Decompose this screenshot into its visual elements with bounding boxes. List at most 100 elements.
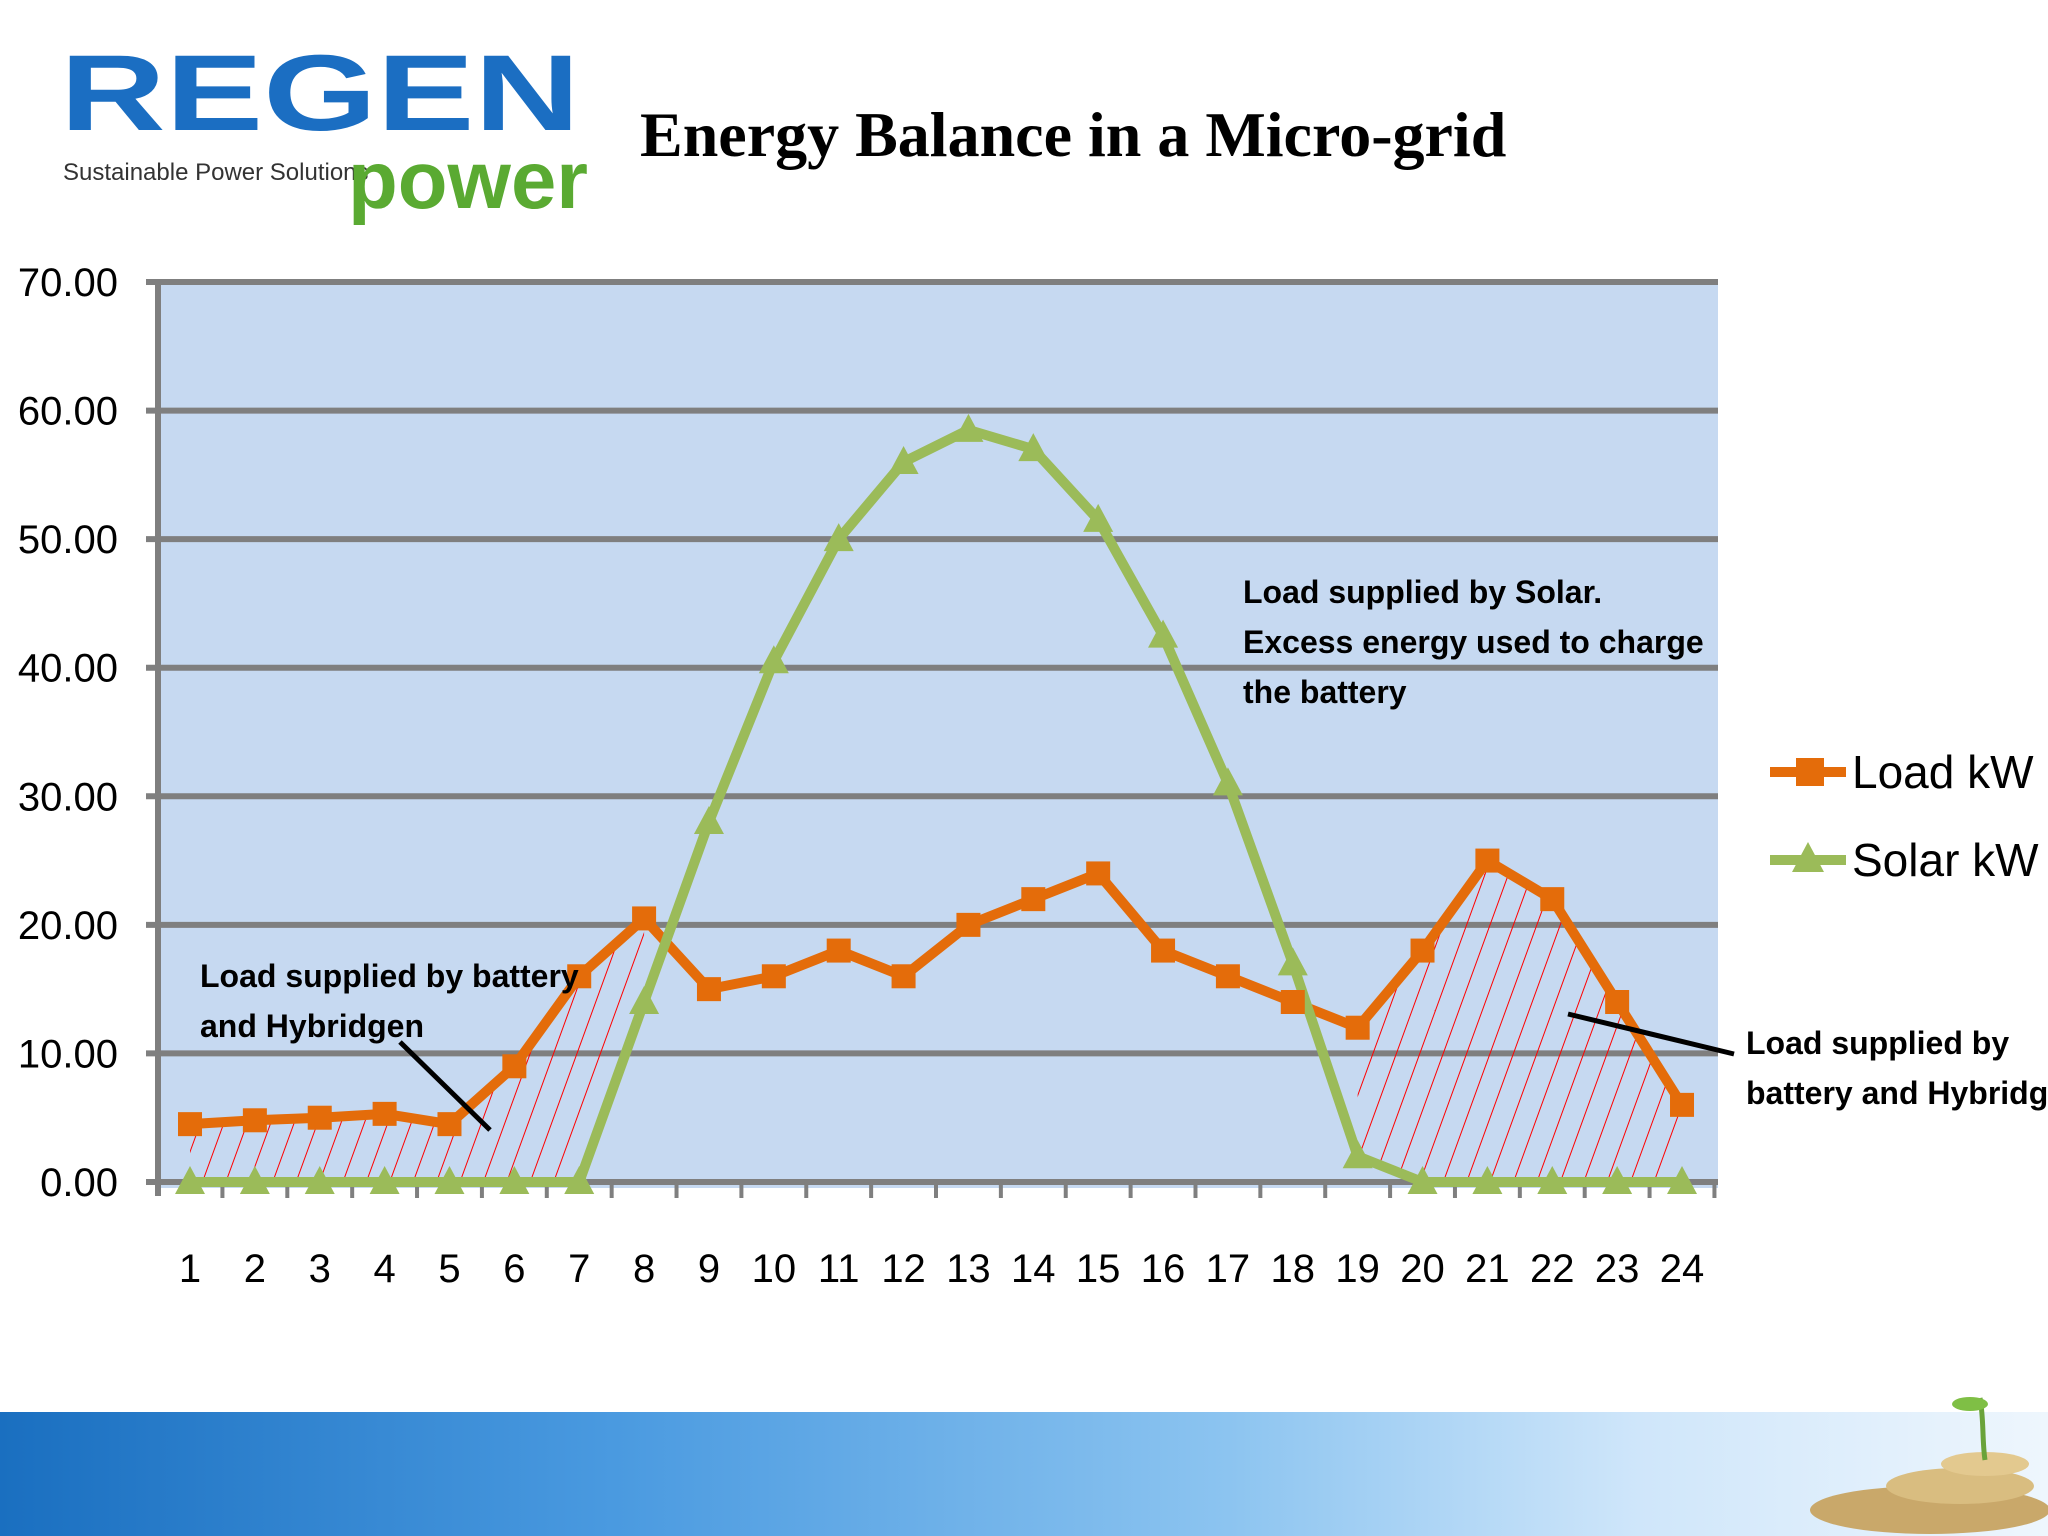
solar-point bbox=[1602, 1166, 1633, 1194]
annotation-right: battery and Hybridgen bbox=[1746, 1075, 2048, 1111]
x-tick-label: 12 bbox=[881, 1247, 926, 1291]
energy-balance-chart: 0.00 10.00 20.00 30.00 40.00 50.00 60.00 70.00 1… bbox=[18, 261, 2048, 1291]
load-point bbox=[826, 938, 851, 963]
x-tick-label: 5 bbox=[438, 1247, 460, 1291]
load-point bbox=[567, 964, 592, 989]
x-tick-label: 6 bbox=[503, 1247, 525, 1291]
annotation-left: and Hybridgen bbox=[200, 1008, 424, 1044]
load-point bbox=[307, 1105, 332, 1130]
load-point bbox=[1151, 938, 1176, 963]
load-point bbox=[1540, 887, 1565, 912]
annotation-left-pointer bbox=[398, 1040, 492, 1132]
x-tick-label: 14 bbox=[1011, 1247, 1056, 1291]
battery-hybridgen-region bbox=[1357, 860, 1683, 1182]
solar-point bbox=[304, 1166, 335, 1194]
solar-point bbox=[1537, 1166, 1568, 1194]
load-point bbox=[891, 964, 916, 989]
x-tick-label: 18 bbox=[1271, 1247, 1316, 1291]
load-point bbox=[1670, 1092, 1695, 1117]
solar-point bbox=[499, 1166, 530, 1194]
x-tick-label: 8 bbox=[633, 1247, 655, 1291]
load-point bbox=[502, 1054, 527, 1079]
load-point bbox=[632, 906, 657, 931]
y-tick-label: 30.00 bbox=[18, 775, 118, 819]
solar-point bbox=[693, 806, 724, 834]
legend-marker bbox=[1796, 758, 1824, 786]
load-point bbox=[696, 977, 721, 1002]
solar-point bbox=[1018, 433, 1049, 462]
annotation-left: Load supplied by battery bbox=[200, 958, 579, 994]
annotation-right: Load supplied by bbox=[1746, 1025, 2009, 1061]
load-point bbox=[437, 1112, 462, 1137]
solar-point bbox=[1212, 767, 1243, 796]
coins-plant-icon bbox=[1810, 1397, 2048, 1534]
x-tick-label: 7 bbox=[568, 1247, 590, 1291]
x-tick-label: 22 bbox=[1530, 1247, 1575, 1291]
solar-point bbox=[629, 986, 660, 1014]
load-point bbox=[1345, 1015, 1370, 1040]
solar-point bbox=[888, 446, 919, 474]
y-tick-label: 20.00 bbox=[18, 904, 118, 948]
load-point bbox=[178, 1112, 202, 1137]
x-tick-label: 16 bbox=[1141, 1247, 1186, 1291]
solar-point bbox=[1342, 1140, 1373, 1169]
solar-point bbox=[1083, 503, 1114, 532]
annotation-center: the battery bbox=[1243, 674, 1407, 710]
solar-point bbox=[1667, 1166, 1698, 1194]
solar-point bbox=[239, 1166, 270, 1194]
load-point bbox=[242, 1108, 267, 1133]
x-tick-label: 3 bbox=[309, 1247, 331, 1291]
solar-point bbox=[1277, 947, 1308, 976]
y-tick-label: 50.00 bbox=[18, 518, 118, 562]
load-point bbox=[1410, 938, 1435, 963]
load-point bbox=[1215, 964, 1240, 989]
load-point bbox=[1605, 990, 1630, 1014]
solar-series-line bbox=[190, 424, 1683, 1187]
footer-band bbox=[0, 1412, 2048, 1536]
x-tick-label: 20 bbox=[1400, 1247, 1445, 1291]
x-tick-label: 1 bbox=[179, 1247, 201, 1291]
x-tick-label: 17 bbox=[1206, 1247, 1251, 1291]
x-tick-label: 11 bbox=[818, 1247, 860, 1291]
y-tick-label: 0.00 bbox=[40, 1161, 118, 1205]
x-tick-label: 24 bbox=[1660, 1247, 1705, 1291]
y-tick-label: 40.00 bbox=[18, 647, 118, 691]
solar-point bbox=[823, 523, 854, 552]
x-tick-label: 2 bbox=[244, 1247, 266, 1291]
solar-point bbox=[1407, 1166, 1438, 1194]
solar-point bbox=[564, 1166, 595, 1194]
load-point bbox=[1021, 887, 1046, 912]
solar-point bbox=[758, 645, 789, 674]
load-point bbox=[1280, 990, 1305, 1014]
solar-point bbox=[1472, 1166, 1503, 1194]
x-tick-label: 23 bbox=[1595, 1247, 1640, 1291]
x-tick-label: 10 bbox=[752, 1247, 797, 1291]
legend-label: Load kW bbox=[1852, 746, 2034, 798]
regen-power-logo: REGEN Sustainable Power Solutions power bbox=[60, 40, 588, 226]
battery-hybridgen-region bbox=[190, 918, 645, 1182]
solar-point bbox=[1148, 619, 1179, 648]
x-tick-label: 21 bbox=[1465, 1247, 1510, 1291]
svg-text:power: power bbox=[348, 135, 588, 226]
svg-text:REGEN: REGEN bbox=[60, 40, 580, 153]
x-tick-label: 4 bbox=[373, 1247, 395, 1291]
annotation-center: Excess energy used to charge bbox=[1243, 624, 1704, 660]
load-point bbox=[956, 912, 981, 937]
y-tick-label: 60.00 bbox=[18, 390, 118, 434]
x-tick-label: 13 bbox=[946, 1247, 991, 1291]
solar-point bbox=[175, 1166, 205, 1194]
solar-point bbox=[434, 1166, 465, 1194]
slide-title: Energy Balance in a Micro-grid bbox=[640, 99, 1507, 170]
load-point bbox=[1475, 848, 1500, 873]
annotation-center: Load supplied by Solar. bbox=[1243, 574, 1602, 610]
y-tick-label: 70.00 bbox=[18, 261, 118, 305]
load-point bbox=[372, 1101, 397, 1126]
load-point bbox=[1086, 861, 1111, 886]
solar-point bbox=[369, 1166, 400, 1194]
legend-label: Solar kW bbox=[1852, 834, 2039, 886]
annotation-right-pointer bbox=[1567, 1011, 1735, 1057]
legend-marker bbox=[1792, 842, 1824, 872]
x-tick-label: 19 bbox=[1335, 1247, 1380, 1291]
x-tick-label: 9 bbox=[698, 1247, 720, 1291]
solar-point bbox=[953, 413, 984, 442]
